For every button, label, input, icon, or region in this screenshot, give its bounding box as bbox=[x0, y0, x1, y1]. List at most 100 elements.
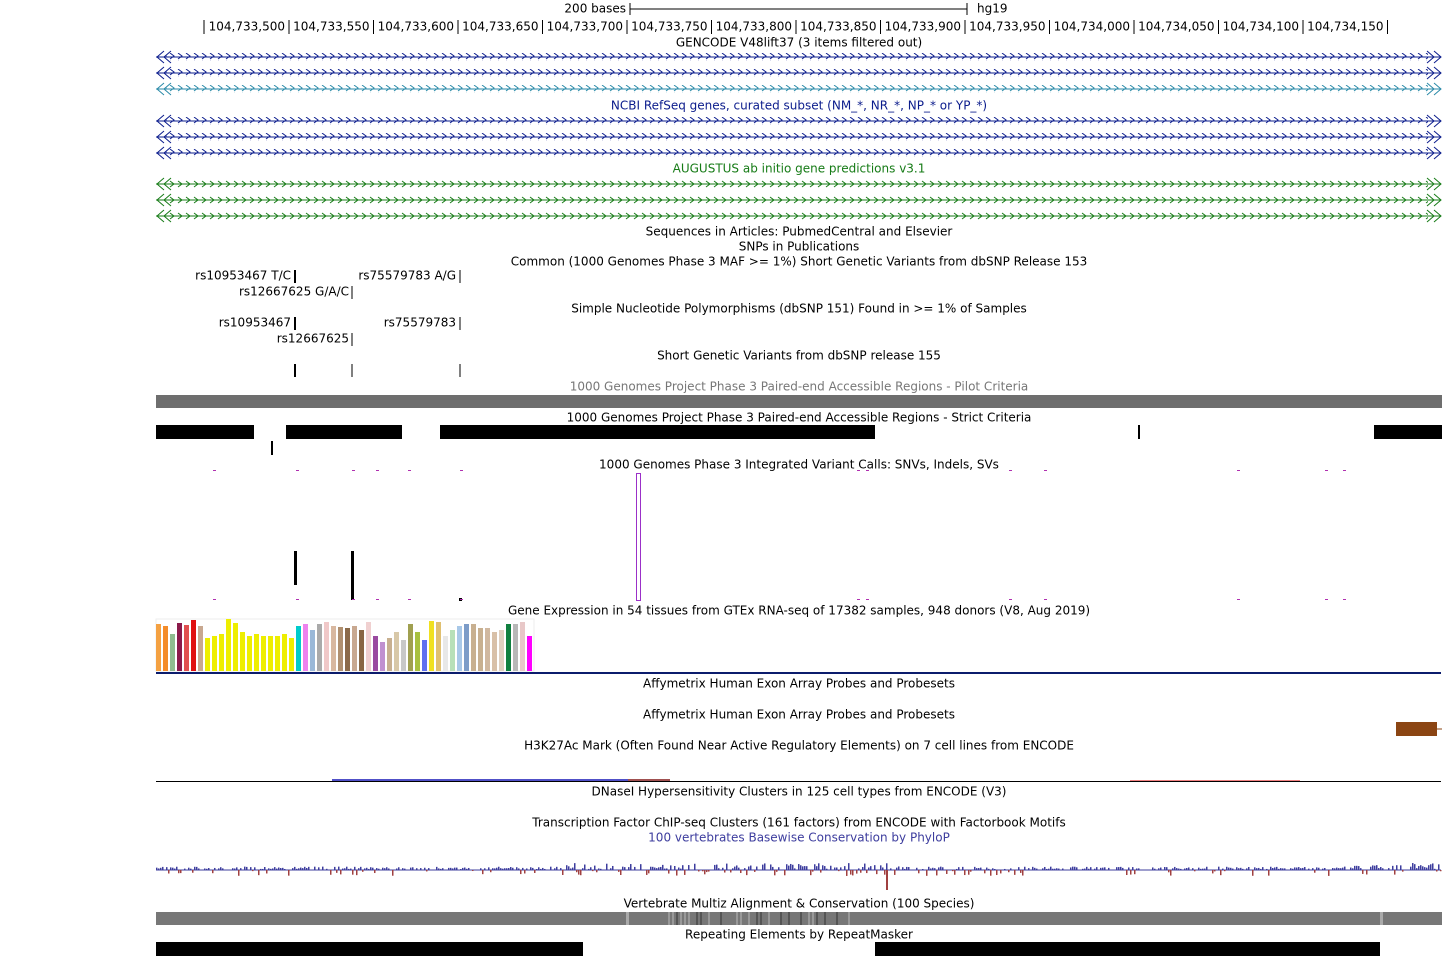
sv-call bbox=[636, 473, 641, 601]
snp-label: rs12667625 bbox=[277, 332, 349, 346]
phylop-bar bbox=[718, 868, 720, 870]
phylop-bar bbox=[342, 868, 344, 870]
phylop-bar bbox=[648, 870, 650, 874]
gtex-bar bbox=[352, 626, 357, 671]
phylop-bar bbox=[438, 868, 440, 870]
phylop bbox=[156, 863, 1442, 890]
phylop-bar bbox=[1280, 868, 1282, 870]
track-title: Sequences in Articles: PubmedCentral and… bbox=[646, 225, 953, 239]
phylop-bar bbox=[1356, 865, 1358, 870]
phylop-bar bbox=[544, 868, 546, 870]
phylop-bar bbox=[1312, 868, 1314, 870]
phylop-bar bbox=[660, 866, 662, 870]
phylop-bar bbox=[670, 865, 672, 870]
phylop-bar bbox=[876, 870, 878, 875]
phylop-bar bbox=[1318, 867, 1320, 870]
phylop-bar bbox=[1226, 866, 1228, 870]
phylop-bar bbox=[500, 868, 502, 870]
phylop-bar bbox=[1414, 864, 1416, 870]
phylop-bar bbox=[198, 868, 200, 870]
phylop-bar bbox=[392, 870, 394, 876]
phylop-bar bbox=[978, 867, 980, 870]
phylop-bar bbox=[1212, 870, 1214, 874]
track-title: Affymetrix Human Exon Array Probes and P… bbox=[643, 677, 955, 691]
phylop-bar bbox=[932, 867, 934, 870]
phylop-bar bbox=[1220, 870, 1222, 876]
phylop-bar bbox=[1336, 867, 1338, 870]
phylop-bar bbox=[964, 870, 966, 876]
phylop-bar bbox=[378, 868, 380, 870]
phylop-bar bbox=[1222, 868, 1224, 870]
phylop-bar bbox=[1266, 868, 1268, 870]
phylop-bar bbox=[1198, 867, 1200, 870]
phylop-bar bbox=[864, 863, 866, 870]
phylop-bar bbox=[542, 867, 544, 870]
phylop-bar bbox=[640, 864, 642, 870]
phylop-bar bbox=[706, 870, 708, 873]
phylop-bar bbox=[812, 870, 814, 872]
phylop-bar bbox=[1184, 868, 1186, 870]
phylop-bar bbox=[1428, 865, 1430, 870]
phylop-bar bbox=[1278, 868, 1280, 870]
phylop-bar bbox=[680, 868, 682, 870]
phylop-bar bbox=[1338, 868, 1340, 870]
phylop-bar bbox=[1000, 870, 1002, 874]
gtex-bar bbox=[275, 636, 280, 671]
phylop-bar bbox=[1272, 867, 1274, 870]
track-title: Vertebrate Multiz Alignment & Conservati… bbox=[624, 897, 975, 911]
phylop-bar bbox=[1370, 866, 1372, 870]
phylop-bar bbox=[314, 866, 316, 870]
track-title: Short Genetic Variants from dbSNP releas… bbox=[657, 349, 941, 363]
track-title: Simple Nucleotide Polymorphisms (dbSNP 1… bbox=[571, 302, 1027, 316]
phylop-bar bbox=[622, 866, 624, 870]
phylop-bar bbox=[250, 867, 252, 870]
phylop-bar bbox=[396, 868, 398, 870]
phylop-bar bbox=[838, 870, 840, 872]
track-title: 1000 Genomes Project Phase 3 Paired-end … bbox=[567, 411, 1032, 425]
phylop-bar bbox=[302, 868, 304, 870]
phylop-bar bbox=[442, 868, 444, 870]
multiz-stripe bbox=[672, 912, 674, 925]
phylop-bar bbox=[1138, 868, 1140, 870]
phylop-bar bbox=[844, 866, 846, 870]
phylop-bar bbox=[274, 867, 276, 870]
phylop-bar bbox=[1170, 870, 1172, 876]
variant-dot bbox=[213, 470, 216, 471]
phylop-bar bbox=[238, 870, 240, 876]
phylop-bar bbox=[880, 865, 882, 870]
phylop-bar bbox=[1434, 868, 1436, 870]
phylop-bar bbox=[652, 866, 654, 870]
variant-dot bbox=[1237, 599, 1240, 600]
phylop-bar bbox=[724, 870, 726, 873]
phylop-bar bbox=[682, 865, 684, 870]
phylop-bar bbox=[1432, 863, 1434, 870]
phylop-bar bbox=[942, 867, 944, 870]
phylop-bar bbox=[162, 866, 164, 870]
phylop-bar bbox=[980, 867, 982, 870]
phylop-bar bbox=[1024, 866, 1026, 870]
gtex-bar bbox=[191, 620, 196, 671]
phylop-bar bbox=[550, 866, 552, 870]
multiz-stripe bbox=[788, 912, 790, 925]
phylop-bar bbox=[382, 867, 384, 870]
phylop-bar bbox=[260, 868, 262, 870]
phylop-bar bbox=[634, 866, 636, 870]
phylop-bar bbox=[1200, 868, 1202, 870]
track-title: Common (1000 Genomes Phase 3 MAF >= 1%) … bbox=[511, 255, 1088, 269]
strict-region bbox=[1374, 425, 1442, 439]
phylop-bar bbox=[676, 870, 678, 876]
phylop-bar bbox=[1268, 870, 1270, 876]
phylop-bar bbox=[740, 870, 742, 874]
phylop-bar bbox=[730, 870, 732, 873]
gtex-bar bbox=[359, 630, 364, 671]
phylop-bar bbox=[606, 863, 608, 870]
phylop-bar bbox=[236, 867, 238, 870]
phylop-bar bbox=[300, 867, 302, 870]
phylop-bar bbox=[806, 866, 808, 870]
phylop-bar bbox=[906, 866, 908, 870]
phylop-bar bbox=[504, 868, 506, 870]
phylop-bar bbox=[926, 870, 928, 876]
gene-models bbox=[156, 53, 1441, 220]
phylop-bar bbox=[262, 868, 264, 870]
phylop-bar bbox=[1362, 870, 1364, 874]
